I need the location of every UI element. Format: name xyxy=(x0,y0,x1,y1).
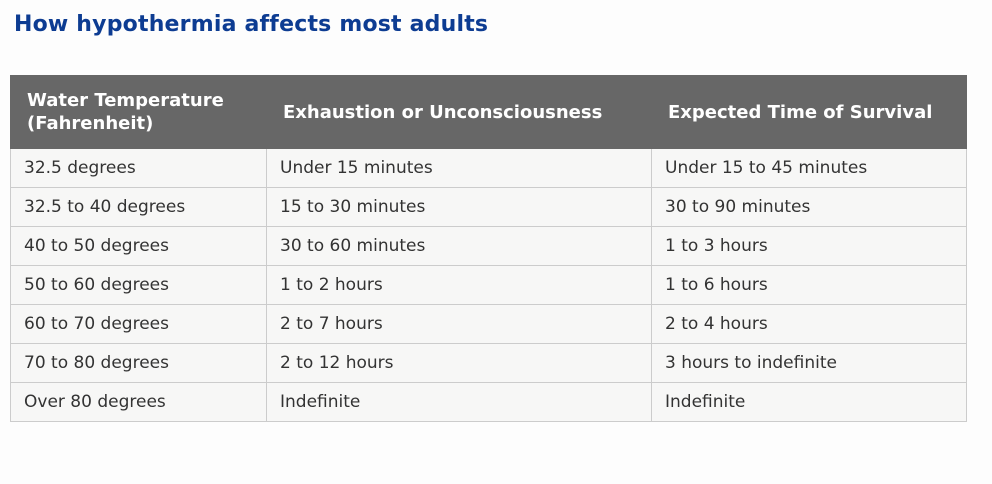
cell-survival: 1 to 6 hours xyxy=(651,265,967,305)
cell-survival: 3 hours to indefinite xyxy=(651,343,967,383)
column-header-survival: Expected Time of Survival xyxy=(651,75,967,149)
cell-survival: 30 to 90 minutes xyxy=(651,187,967,227)
cell-exhaustion: 2 to 12 hours xyxy=(266,343,652,383)
table-row: 70 to 80 degrees 2 to 12 hours 3 hours t… xyxy=(10,343,967,383)
column-header-exhaustion: Exhaustion or Unconsciousness xyxy=(266,75,652,149)
column-header-water-temperature: Water Temperature (Fahrenheit) xyxy=(10,75,267,149)
cell-temperature: 40 to 50 degrees xyxy=(10,226,267,266)
cell-temperature: 70 to 80 degrees xyxy=(10,343,267,383)
table-row: 50 to 60 degrees 1 to 2 hours 1 to 6 hou… xyxy=(10,265,967,305)
cell-temperature: 50 to 60 degrees xyxy=(10,265,267,305)
cell-survival: Indefinite xyxy=(651,382,967,422)
cell-survival: 1 to 3 hours xyxy=(651,226,967,266)
cell-survival: 2 to 4 hours xyxy=(651,304,967,344)
cell-temperature: Over 80 degrees xyxy=(10,382,267,422)
hypothermia-table: Water Temperature (Fahrenheit) Exhaustio… xyxy=(10,75,967,422)
cell-temperature: 32.5 degrees xyxy=(10,148,267,188)
table-row: 40 to 50 degrees 30 to 60 minutes 1 to 3… xyxy=(10,226,967,266)
table-row: 32.5 degrees Under 15 minutes Under 15 t… xyxy=(10,148,967,188)
cell-exhaustion: Under 15 minutes xyxy=(266,148,652,188)
table-row: Over 80 degrees Indefinite Indefinite xyxy=(10,382,967,422)
table-row: 60 to 70 degrees 2 to 7 hours 2 to 4 hou… xyxy=(10,304,967,344)
page-title: How hypothermia affects most adults xyxy=(14,12,489,37)
table-row: 32.5 to 40 degrees 15 to 30 minutes 30 t… xyxy=(10,187,967,227)
cell-temperature: 60 to 70 degrees xyxy=(10,304,267,344)
cell-survival: Under 15 to 45 minutes xyxy=(651,148,967,188)
cell-exhaustion: Indefinite xyxy=(266,382,652,422)
cell-exhaustion: 15 to 30 minutes xyxy=(266,187,652,227)
table-header-row: Water Temperature (Fahrenheit) Exhaustio… xyxy=(10,75,967,149)
cell-exhaustion: 2 to 7 hours xyxy=(266,304,652,344)
cell-exhaustion: 1 to 2 hours xyxy=(266,265,652,305)
cell-temperature: 32.5 to 40 degrees xyxy=(10,187,267,227)
cell-exhaustion: 30 to 60 minutes xyxy=(266,226,652,266)
